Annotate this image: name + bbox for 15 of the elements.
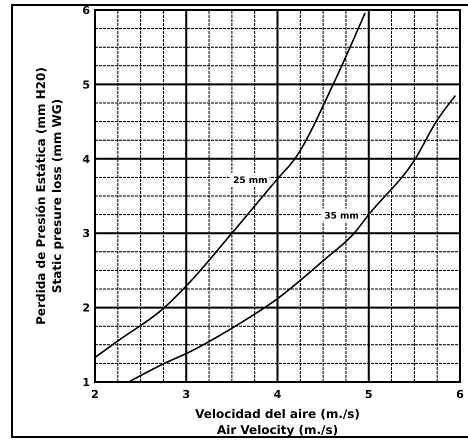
- y-tick-label: 3: [82, 227, 90, 240]
- x-tick-label: 3: [182, 388, 190, 401]
- y-tick-label: 5: [82, 78, 90, 92]
- x-tick-label: 6: [456, 388, 464, 401]
- x-axis-title: Velocidad del aire (m./s) Air Velocity (m./s): [195, 407, 360, 437]
- y-tick-label: 2: [82, 302, 90, 315]
- y-axis-title: Perdida de Presión Estática (mm H20) Static presure loss (mm WG): [34, 67, 64, 325]
- series-label: 35 mm: [324, 212, 359, 222]
- y-tick-label: 4: [82, 152, 90, 166]
- x-tick-label: 4: [274, 388, 282, 401]
- x-tick-label: 2: [91, 388, 99, 401]
- y-tick-label: 6: [82, 4, 90, 17]
- y-tick-label: 1: [82, 376, 90, 389]
- x-tick-label: 5: [364, 388, 373, 401]
- series-label: 25 mm: [233, 176, 268, 186]
